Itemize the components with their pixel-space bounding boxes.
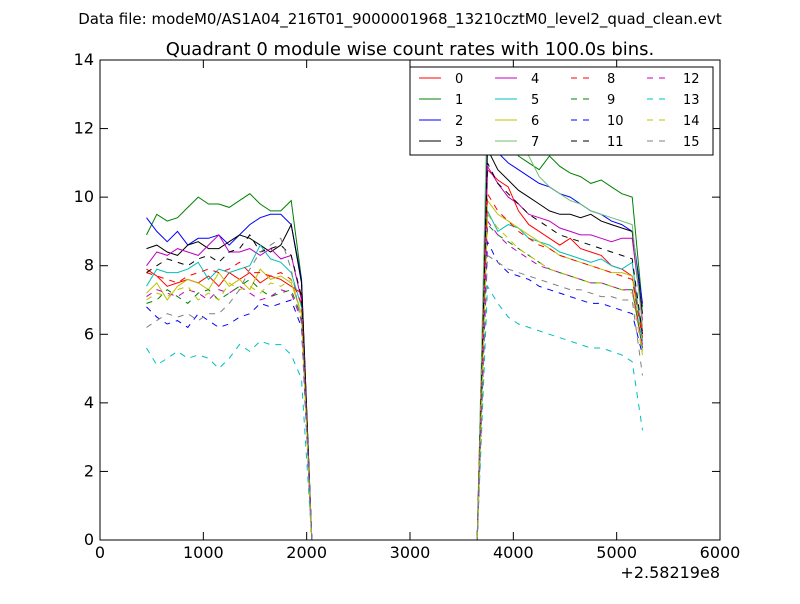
chart-title: Quadrant 0 module wise count rates with … <box>166 39 655 60</box>
legend-label: 1 <box>455 93 463 108</box>
series-line-11 <box>146 162 643 541</box>
y-tick-label: 12 <box>74 119 94 138</box>
legend-label: 4 <box>531 72 539 87</box>
x-axis: 0 1000 2000 3000 4000 5000 6000 <box>95 60 740 562</box>
x-tick-label: 4000 <box>493 543 534 562</box>
legend-label: 13 <box>683 93 700 108</box>
legend-label: 14 <box>683 114 700 129</box>
legend-label: 0 <box>455 72 463 87</box>
x-tick-label: 0 <box>95 543 105 562</box>
x-axis-offset-label: +2.58219e8 <box>620 563 720 582</box>
legend-label: 11 <box>607 135 624 150</box>
y-tick-label: 6 <box>84 324 94 343</box>
legend-label: 12 <box>683 72 700 87</box>
legend-label: 2 <box>455 114 463 129</box>
x-tick-label: 2000 <box>286 543 327 562</box>
legend-label: 15 <box>683 135 700 150</box>
legend-box <box>409 66 714 156</box>
x-tick-label: 1000 <box>183 543 224 562</box>
figure-suptitle: Data file: modeM0/AS1A04_216T01_90000019… <box>78 10 722 29</box>
legend-label: 7 <box>531 135 539 150</box>
x-tick-label: 3000 <box>390 543 431 562</box>
x-tick-label: 6000 <box>700 543 741 562</box>
legend-label: 3 <box>455 135 463 150</box>
x-tick-label: 5000 <box>596 543 637 562</box>
y-tick-label: 0 <box>84 530 94 549</box>
series-line-14 <box>146 212 643 541</box>
legend-label: 10 <box>607 114 624 129</box>
y-tick-label: 2 <box>84 461 94 480</box>
legend-label: 8 <box>607 72 615 87</box>
series-line-10 <box>146 241 643 541</box>
legend-label: 6 <box>531 114 539 129</box>
y-tick-label: 10 <box>74 187 94 206</box>
y-tick-label: 4 <box>84 393 94 412</box>
legend-label: 9 <box>607 93 615 108</box>
legend-label: 5 <box>531 93 539 108</box>
y-tick-label: 8 <box>84 256 94 275</box>
y-tick-label: 14 <box>74 50 94 69</box>
series-line-9 <box>146 223 643 541</box>
